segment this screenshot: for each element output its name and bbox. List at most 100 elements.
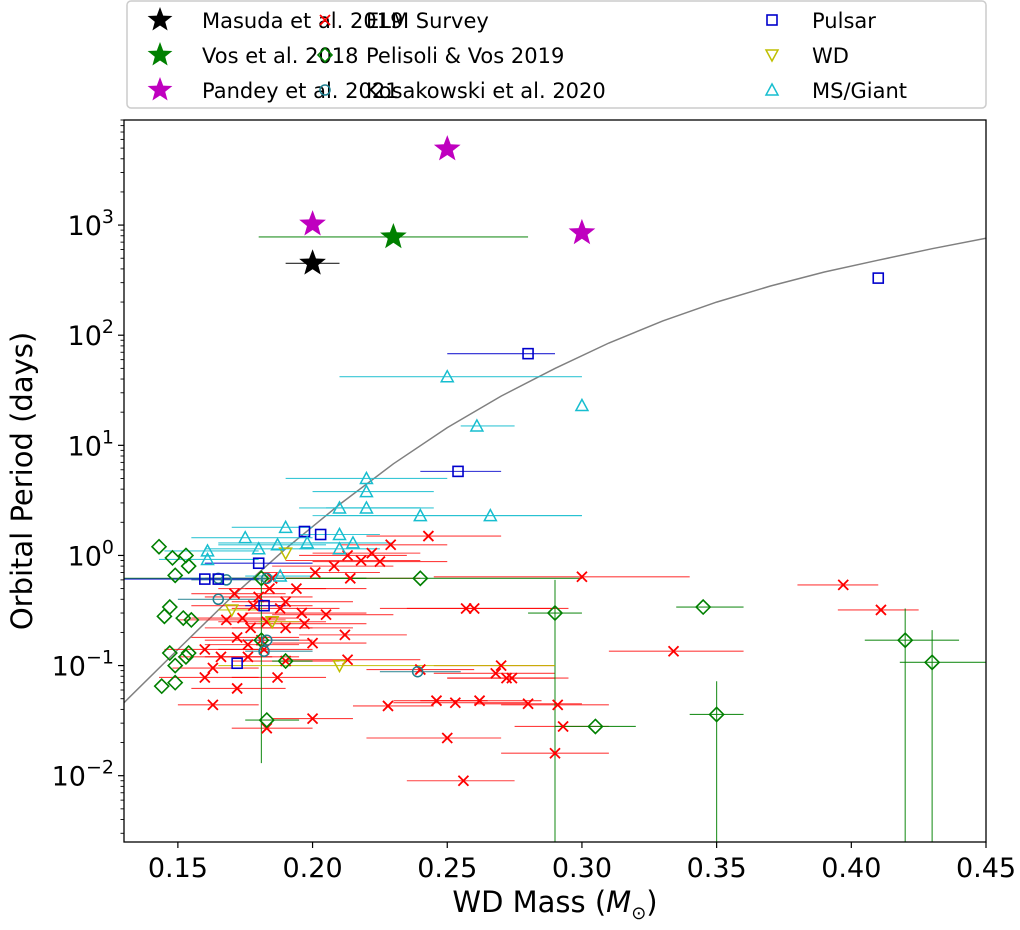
pelisoli-vos-2019-point xyxy=(180,557,197,575)
wd-point xyxy=(224,604,240,618)
legend-item: Masuda et al. 2019 xyxy=(147,7,403,33)
kosakowski-et-al-2020-point xyxy=(411,665,424,678)
kosakowski-et-al-2020-point xyxy=(220,574,233,586)
pelisoli-vos-2019-point xyxy=(156,608,173,625)
plot-frame xyxy=(123,119,987,843)
elm-survey-point xyxy=(549,747,561,759)
pelisoli-vos-2019-point xyxy=(167,674,184,691)
legend-diamond-icon xyxy=(316,46,334,64)
elm-survey-point xyxy=(274,602,286,615)
y-tick-label: 101 xyxy=(68,426,114,462)
y-tick-label: 10−1 xyxy=(52,647,114,683)
ms-giant-point xyxy=(439,369,455,383)
elm-survey-point xyxy=(837,579,849,591)
ms-giant-point xyxy=(359,484,374,498)
elm-survey-point xyxy=(207,662,219,674)
pelisoli-vos-2019-point xyxy=(183,611,200,629)
wd-point xyxy=(278,547,293,561)
pandey-et-al-2021-point xyxy=(568,218,596,245)
pelisoli-vos-2019-point xyxy=(412,570,429,587)
pelisoli-vos-2019-point xyxy=(258,711,275,729)
ms-giant-point xyxy=(332,500,347,514)
elm-survey-point xyxy=(355,554,367,567)
elm-survey-point xyxy=(473,695,486,707)
legend-item: Pulsar xyxy=(766,9,876,33)
elm-survey-point xyxy=(207,699,219,711)
ms-giant-point xyxy=(574,397,590,412)
pelisoli-vos-2019-point xyxy=(708,706,725,723)
elm-survey-point xyxy=(495,659,507,672)
legend-item: Pelisoli & Vos 2019 xyxy=(316,44,564,68)
elm-survey-point xyxy=(460,602,472,615)
legend-star-icon xyxy=(147,7,173,31)
elm-survey-point xyxy=(199,643,211,656)
pulsar-point xyxy=(452,465,464,478)
kosakowski-et-al-2020-point xyxy=(261,634,273,646)
legend-item: WD xyxy=(764,44,849,68)
ms-giant-point xyxy=(200,551,215,566)
pelisoli-vos-2019-point xyxy=(153,678,170,695)
elm-survey-point xyxy=(374,555,386,568)
x-axis: 0.15 0.20 0.25 0.30 0.35 0.40 0.45 xyxy=(148,842,1016,884)
ms-giant-point xyxy=(359,470,374,485)
pelisoli-vos-2019-point xyxy=(177,648,195,665)
legend-label: Pandey et al. 2021 xyxy=(202,79,399,103)
pelisoli-vos-2019-point xyxy=(897,632,914,649)
elm-survey-point xyxy=(449,697,461,709)
elm-survey-point xyxy=(306,637,319,649)
pelisoli-vos-2019-point xyxy=(253,570,270,587)
x-tick-label: 0.30 xyxy=(552,853,612,884)
elm-survey-point xyxy=(320,609,332,621)
elm-survey-point xyxy=(271,671,284,684)
ms-giant-point xyxy=(278,519,293,534)
pulsar-point xyxy=(199,573,211,585)
y-tick-label: 10−2 xyxy=(52,757,114,793)
pelisoli-vos-2019-point xyxy=(167,657,184,674)
pelisoli-vos-2019-point xyxy=(167,567,184,584)
pulsar-point xyxy=(314,528,327,541)
elm-survey-point xyxy=(298,618,311,630)
legend-x-icon xyxy=(319,14,331,26)
elm-survey-point xyxy=(422,530,435,542)
elm-survey-point xyxy=(344,572,356,584)
elm-survey-point xyxy=(576,571,588,583)
y-axis-label: Orbital Period (days) xyxy=(5,332,39,630)
y-tick-label: 102 xyxy=(68,316,114,352)
elm-survey-point xyxy=(279,596,292,608)
elm-survey-point xyxy=(552,699,564,711)
ms-giant-point xyxy=(200,543,215,557)
legend-star-icon xyxy=(147,42,173,66)
pelisoli-vos-2019-point xyxy=(695,598,712,616)
legend-label: Kosakowski et al. 2020 xyxy=(366,79,606,103)
elm-survey-point xyxy=(279,622,292,634)
elm-survey-point xyxy=(500,672,513,684)
elm-survey-point xyxy=(309,566,321,579)
legend-item: MS/Giant xyxy=(764,79,907,103)
elm-survey-point xyxy=(667,645,680,657)
masuda-et-al-2019-point xyxy=(299,249,326,275)
elm-survey-point xyxy=(441,732,453,744)
elm-survey-point xyxy=(242,638,254,651)
pelisoli-vos-2019-point xyxy=(161,644,178,662)
ms-giant-point xyxy=(270,537,285,551)
pulsar-point xyxy=(212,573,225,585)
legend-item: Pandey et al. 2021 xyxy=(147,77,399,103)
elm-survey-point xyxy=(306,712,319,725)
legend-item: Kosakowski et al. 2020 xyxy=(319,79,606,103)
legend-label: Pulsar xyxy=(812,9,876,33)
x-tick-label: 0.45 xyxy=(956,853,1016,884)
elm-survey-point xyxy=(522,698,534,710)
wd-point xyxy=(264,616,280,630)
elm-survey-point xyxy=(430,695,443,707)
elm-survey-point xyxy=(231,682,243,695)
x-tick-label: 0.25 xyxy=(417,853,477,884)
pulsar-point xyxy=(298,525,311,538)
y-tick-label: 100 xyxy=(68,536,114,572)
legend-label: Pelisoli & Vos 2019 xyxy=(366,44,564,68)
pelisoli-vos-2019-point xyxy=(277,652,294,670)
x-tick-label: 0.40 xyxy=(821,853,881,884)
ms-giant-point xyxy=(469,418,485,432)
x-tick-label: 0.35 xyxy=(687,853,747,884)
legend-item: ELM Survey xyxy=(319,9,489,33)
